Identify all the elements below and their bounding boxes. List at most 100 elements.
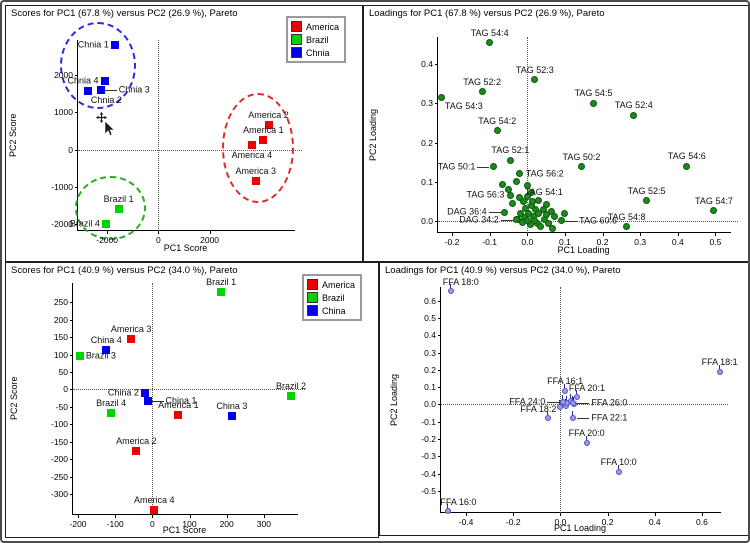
scatter-point[interactable] — [227, 411, 236, 420]
scatter-point[interactable] — [516, 193, 524, 201]
scatter-point[interactable] — [489, 163, 497, 171]
scatter-point[interactable] — [501, 208, 509, 216]
tick-mark — [70, 372, 73, 373]
scatter-point[interactable] — [557, 217, 565, 225]
scatter-point[interactable] — [531, 76, 539, 84]
scatter-point[interactable] — [438, 93, 446, 101]
tick-label-x: 0.5 — [709, 237, 722, 247]
scatter-point[interactable] — [127, 335, 136, 344]
tick-label-y: 100 — [53, 349, 68, 360]
scatter-point[interactable] — [523, 193, 531, 201]
y-axis-label: PC2 Loading — [368, 108, 378, 161]
scatter-point[interactable] — [264, 121, 273, 130]
scatter-point[interactable] — [486, 39, 494, 47]
scatter-point[interactable] — [516, 170, 524, 178]
legend-row[interactable]: Brazil — [307, 291, 355, 304]
scatter-point[interactable] — [520, 197, 528, 205]
scatter-point[interactable] — [102, 346, 111, 355]
scatter-point[interactable] — [96, 86, 105, 95]
scatter-point[interactable] — [528, 189, 536, 197]
plot-area: -0.4 -0.2 0.0 0.2 0.4 0.6 -0.5 -0.4 -0.3 -0.2 -0.1… — [421, 278, 737, 526]
scatter-point[interactable] — [101, 219, 110, 228]
scatter-point[interactable] — [537, 222, 545, 230]
scatter-point[interactable] — [542, 200, 550, 208]
scatter-point[interactable] — [493, 127, 501, 135]
point-label: America 4 — [133, 495, 175, 506]
scatter-point[interactable] — [512, 178, 520, 186]
scatter-point[interactable] — [132, 446, 141, 455]
scatter-point[interactable] — [286, 392, 295, 401]
scatter-point[interactable] — [544, 219, 552, 227]
scatter-point[interactable] — [506, 191, 514, 199]
scatter-point[interactable] — [247, 140, 256, 149]
scatter-point[interactable] — [590, 99, 598, 107]
scatter-point[interactable] — [150, 506, 159, 515]
panel-scores-2-pc1-pc2: Scores for PC1 (40.9 %) versus PC2 (34.0… — [5, 262, 379, 538]
scatter-point[interactable] — [683, 162, 691, 170]
scatter-point[interactable] — [100, 76, 109, 85]
scatter-point[interactable] — [529, 197, 537, 205]
scatter-point[interactable] — [615, 464, 622, 475]
scatter-point[interactable] — [560, 395, 567, 406]
scatter-point[interactable] — [570, 396, 577, 407]
scatter-point[interactable] — [114, 205, 123, 214]
scatter-point[interactable] — [557, 400, 564, 411]
scatter-point[interactable] — [523, 217, 531, 225]
scatter-point[interactable] — [710, 207, 718, 215]
scatter-point[interactable] — [630, 111, 638, 119]
scatter-point[interactable] — [541, 215, 549, 223]
legend-row[interactable]: China — [307, 304, 355, 317]
cluster-ellipse — [221, 92, 294, 203]
scatter-point[interactable] — [143, 397, 152, 406]
point-label: FFA 16:0 — [440, 496, 477, 507]
scatter-point[interactable] — [251, 176, 260, 185]
scatter-point[interactable] — [549, 225, 557, 233]
scatter-point[interactable] — [535, 197, 543, 205]
scatter-point[interactable] — [75, 352, 84, 361]
scatter-point[interactable] — [498, 181, 506, 189]
legend-row[interactable]: America — [291, 20, 339, 33]
panel-title: Scores for PC1 (40.9 %) versus PC2 (34.0… — [11, 265, 238, 276]
scatter-point[interactable] — [716, 364, 723, 375]
tick-mark — [70, 319, 73, 321]
point-label: TAG 54:5 — [574, 88, 613, 99]
scatter-point[interactable] — [83, 87, 92, 96]
point-label: America 3 — [235, 165, 276, 176]
scatter-point[interactable] — [643, 197, 651, 205]
scatter-point[interactable] — [531, 216, 539, 224]
scatter-point[interactable] — [550, 212, 558, 220]
point-label: TAG 52:5 — [627, 185, 666, 196]
legend-row[interactable]: America — [307, 278, 355, 291]
scatter-point[interactable] — [577, 163, 585, 171]
scatter-point[interactable] — [523, 182, 531, 190]
scatter-point[interactable] — [545, 410, 552, 421]
tick-label-y: 0 — [68, 144, 73, 155]
legend-row[interactable]: Brazil — [291, 33, 339, 46]
scatter-point[interactable] — [445, 503, 452, 514]
scatter-point[interactable] — [583, 435, 590, 446]
scatter-point[interactable] — [570, 410, 577, 421]
scatter-point[interactable] — [535, 209, 543, 217]
tick-mark — [209, 231, 211, 234]
scatter-point[interactable] — [573, 389, 580, 400]
scatter-point[interactable] — [107, 408, 116, 417]
scatter-point[interactable] — [562, 383, 569, 394]
scatter-point[interactable] — [140, 388, 149, 397]
scatter-point[interactable] — [217, 287, 226, 296]
scatter-point[interactable] — [110, 41, 119, 50]
leader-line — [565, 220, 578, 222]
tick-mark — [438, 404, 441, 406]
scatter-point[interactable] — [447, 284, 454, 295]
tick-mark — [452, 233, 454, 236]
scatter-point[interactable] — [623, 223, 631, 231]
scatter-point[interactable] — [174, 410, 183, 419]
scatter-point[interactable] — [561, 209, 569, 217]
legend-row[interactable]: Chnia — [291, 46, 339, 59]
scatter-point[interactable] — [508, 199, 516, 207]
scatter-point[interactable] — [478, 88, 486, 96]
scatter-point[interactable] — [513, 216, 521, 224]
scatter-point[interactable] — [259, 136, 268, 145]
tick-label-y: -0.2 — [421, 434, 436, 445]
scatter-point[interactable] — [506, 156, 514, 164]
leader-line — [477, 166, 490, 168]
